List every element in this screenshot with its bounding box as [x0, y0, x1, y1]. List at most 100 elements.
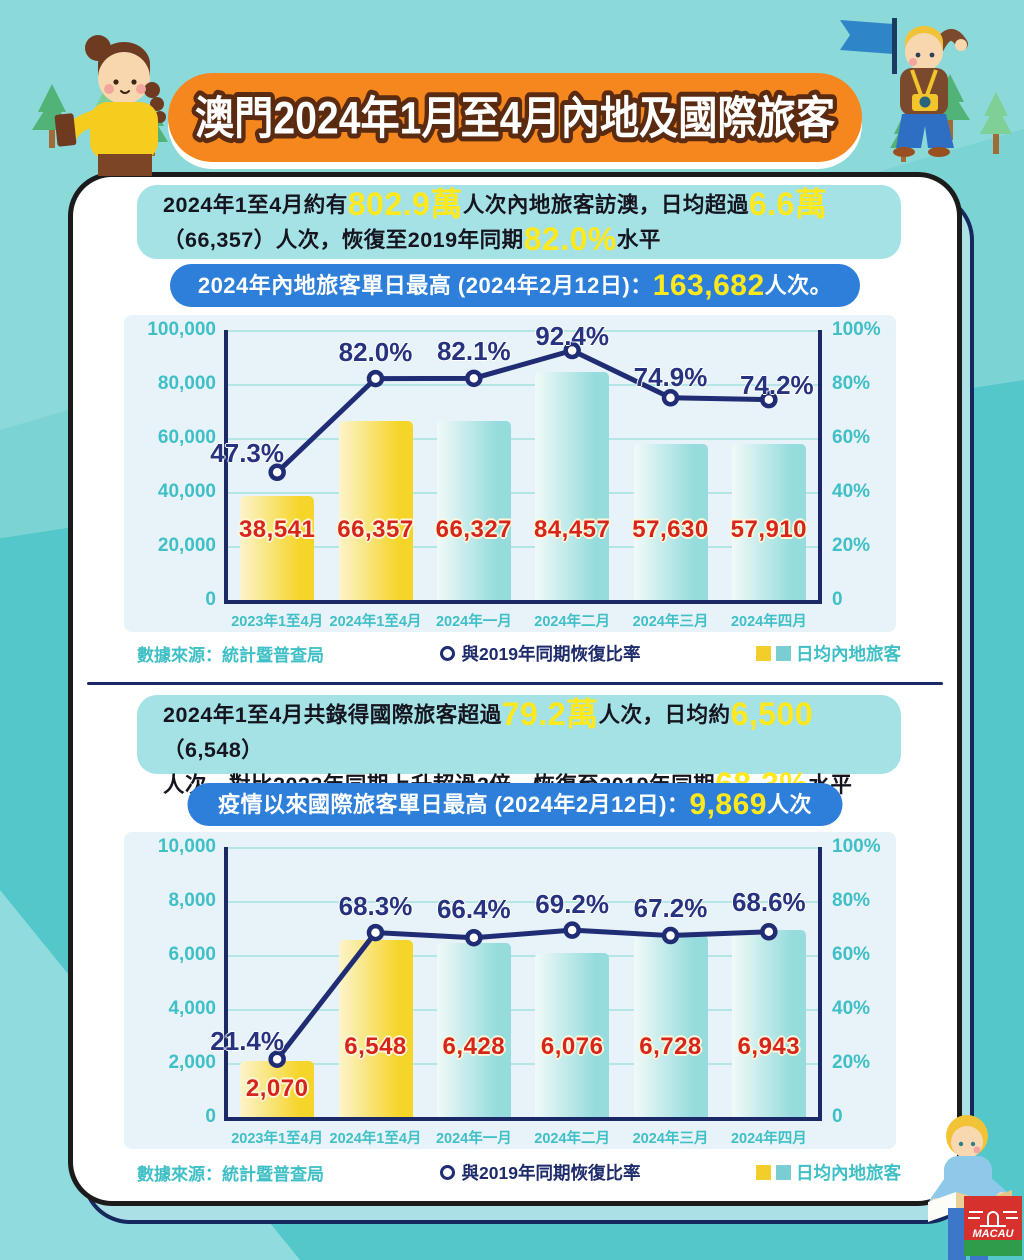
y-axis-right-tick-label: 20% [832, 1052, 871, 1073]
y-axis-tick-label: 60,000 [157, 427, 216, 448]
x-axis-label: 2024年二月 [534, 614, 611, 630]
text-run: 人次，日均約 [598, 703, 731, 727]
gold-bar-swatch-icon [756, 645, 771, 661]
x-axis-label: 2024年1至4月 [329, 614, 422, 630]
bar-value-label: 6,076 [540, 1032, 604, 1060]
x-axis-label: 2023年1至4月 [231, 614, 324, 630]
flag-icon [840, 18, 897, 74]
text-run: 2024年1至4月約有 [163, 193, 348, 217]
y-axis-tick-label: 4,000 [168, 998, 216, 1019]
text-run: （6,548） [163, 738, 264, 762]
y-axis-tick-label: 20,000 [157, 535, 216, 556]
y-axis-right-tick-label: 100% [832, 319, 881, 340]
bar [338, 420, 413, 600]
bar-value-label: 6,728 [639, 1032, 702, 1060]
highlight-text: 79.2萬 [501, 696, 599, 732]
gridline [228, 492, 818, 494]
line-marker [465, 928, 483, 947]
phone [54, 113, 77, 147]
line-value-label: 74.2% [739, 369, 814, 400]
line-marker [465, 369, 483, 388]
line-value-label: 92.4% [535, 320, 610, 351]
title-banner: 澳門2024年1月至4月內地及國際旅客 [168, 73, 862, 162]
text-run: 人次。 [764, 273, 833, 298]
mainland-peak-banner: 2024年內地旅客單日最高 (2024年2月12日)：163,682人次。 [170, 264, 860, 307]
face [905, 33, 943, 71]
line-value-label: 69.2% [535, 889, 610, 920]
line-value-label: 82.0% [338, 336, 413, 367]
gridline [228, 955, 818, 957]
teal-bar-swatch-icon [776, 1164, 791, 1180]
recovery-rate-line [268, 921, 778, 1068]
line-marker [268, 1050, 286, 1068]
x-axis-label: 2024年三月 [632, 614, 709, 630]
text-run: 人次內地旅客訪澳，日均超過 [462, 193, 749, 217]
y-axis-tick-label: 10,000 [157, 836, 216, 857]
bar [633, 444, 708, 600]
line-marker [268, 463, 286, 482]
y-axis-tick-label: 80,000 [157, 373, 216, 394]
data-source-label: 數據來源：統計暨普查局 [137, 645, 324, 665]
gridline [228, 438, 818, 440]
bar [535, 952, 610, 1117]
bar-legend-label: 日均內地旅客 [796, 1162, 901, 1183]
x-axis-label: 2024年一月 [435, 1131, 512, 1147]
bar-legend: 日均內地旅客 [756, 1160, 901, 1185]
y-axis-right-tick-label: 0 [832, 1106, 843, 1127]
mainland-chart-footer: 數據來源：統計暨普查局 與2019年同期恢復比率 日均內地旅客 [137, 639, 901, 667]
gridline [228, 1063, 818, 1065]
y-axis-tick-label: 100,000 [147, 319, 216, 340]
line-value-label: 67.2% [633, 892, 708, 923]
highlight-text: 6,500 [730, 696, 814, 732]
line-marker [563, 921, 581, 939]
line-marker-icon [439, 1164, 455, 1180]
line-legend-label: 與2019年同期恢復比率 [461, 1162, 641, 1183]
gold-bar-swatch-icon [756, 1164, 771, 1180]
pants [896, 114, 954, 148]
y-axis-tick-label: 6,000 [168, 944, 216, 965]
x-axis-label: 2024年一月 [435, 614, 512, 630]
line-value-label: 68.3% [338, 890, 413, 921]
text-run: （66,357）人次，恢復至2019年同期 [163, 228, 524, 252]
line-legend: 與2019年同期恢復比率 [439, 1160, 641, 1185]
bar [240, 495, 315, 600]
y-axis-right-tick-label: 80% [832, 373, 871, 394]
gridline [228, 384, 818, 386]
y-axis-right-tick-label: 80% [832, 890, 871, 911]
international-chart-footer: 數據來源：統計暨普查局 與2019年同期恢復比率 日均內地旅客 [137, 1158, 901, 1186]
y-axis-tick-label: 0 [205, 1106, 216, 1127]
y-axis-tick-label: 0 [205, 589, 216, 610]
y-axis-right-tick-label: 40% [832, 998, 871, 1019]
international-summary-text: 2024年1至4月共錄得國際旅客超過79.2萬人次，日均約6,500 （6,548… [137, 695, 901, 800]
gridline [228, 901, 818, 903]
highlight-text: 6.6萬 [748, 186, 828, 222]
pine-tree-icon [980, 92, 1012, 154]
bar [436, 943, 511, 1117]
bar-value-label: 84,457 [533, 515, 611, 543]
line-value-label: 47.3% [210, 438, 285, 469]
y-axis-tick-label: 40,000 [157, 481, 216, 502]
y-axis-tick-label: 2,000 [168, 1052, 216, 1073]
y-axis-tick-label: 8,000 [168, 890, 216, 911]
bar [436, 420, 511, 600]
x-axis-label: 2024年二月 [534, 1131, 611, 1147]
bar-value-label: 2,070 [245, 1075, 309, 1103]
y-axis-right-tick-label: 40% [832, 481, 871, 502]
line-marker [366, 923, 385, 942]
x-axis-label: 2024年三月 [632, 1131, 709, 1147]
bar [731, 443, 806, 600]
line-marker [760, 390, 778, 409]
line-marker [661, 389, 680, 407]
text-run: 2024年內地旅客單日最高 (2024年2月12日)： [197, 273, 653, 298]
bar-value-label: 57,910 [730, 515, 808, 543]
bar-value-label: 6,428 [442, 1032, 506, 1060]
section-divider [87, 682, 943, 685]
camera-strap [910, 69, 938, 99]
bar [535, 371, 610, 600]
bar-legend: 日均內地旅客 [756, 641, 901, 666]
x-axis-label: 2024年四月 [730, 614, 807, 630]
y-axis-right-tick-label: 20% [832, 535, 871, 556]
line-value-label: 74.9% [633, 361, 708, 392]
line-marker [661, 926, 680, 945]
